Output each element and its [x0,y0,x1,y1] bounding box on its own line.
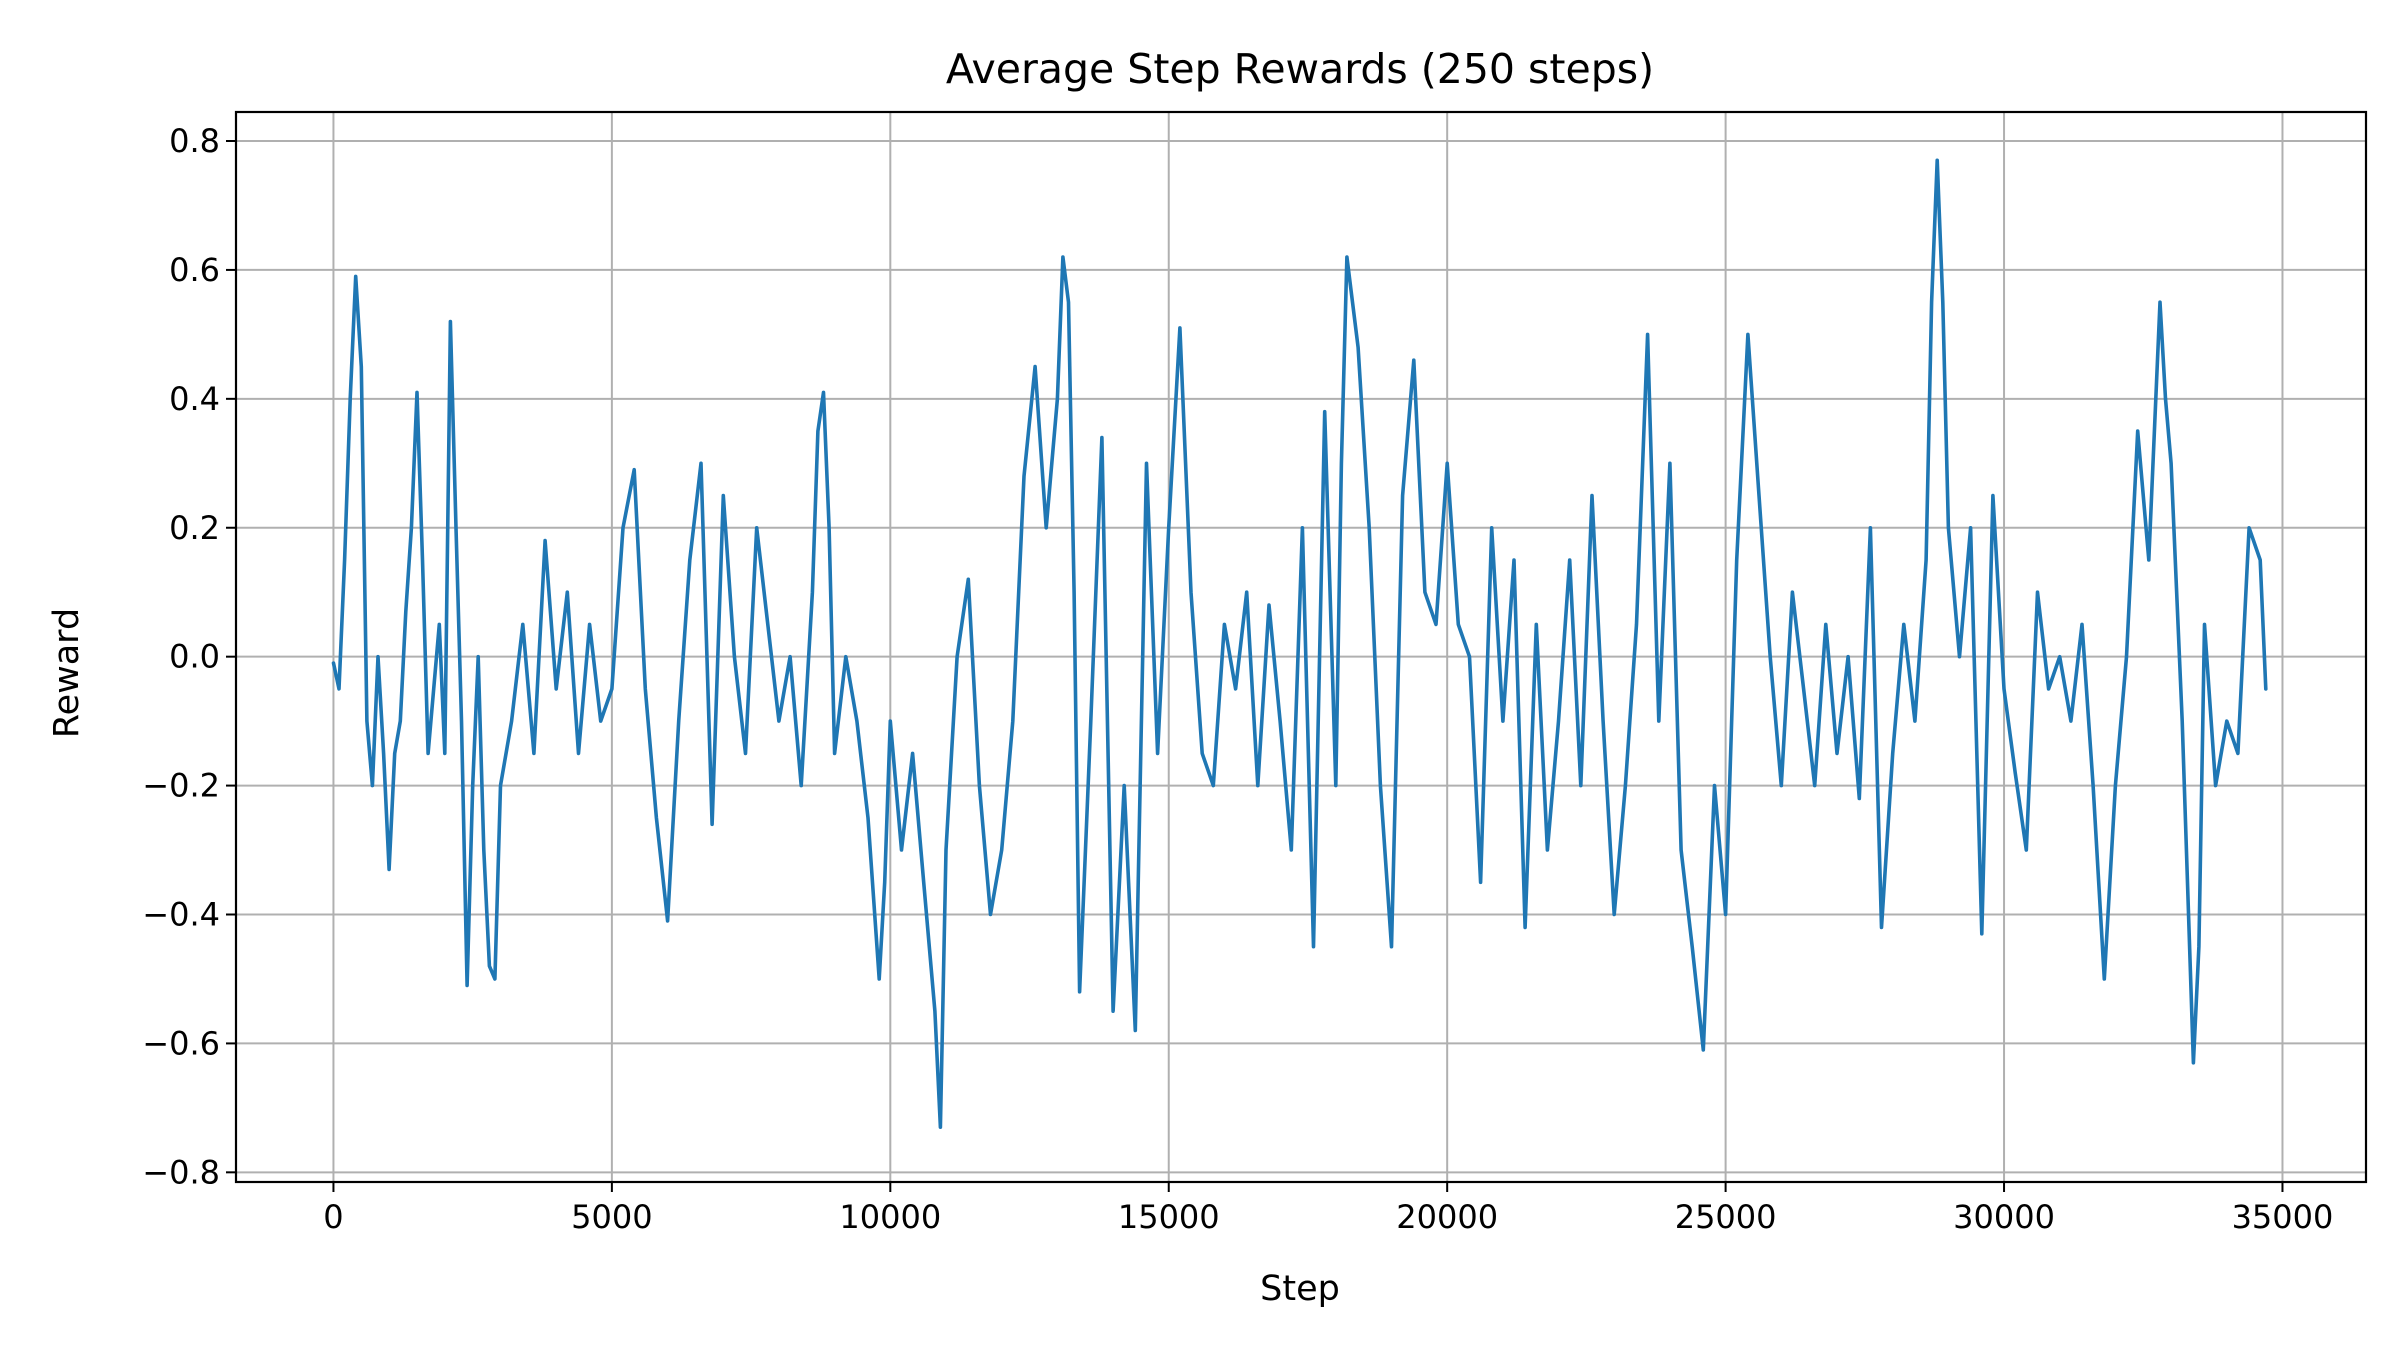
y-tick-label: −0.2 [142,767,220,805]
y-tick-label: 0.2 [169,509,220,547]
x-tick-label: 10000 [839,1198,941,1236]
y-tick-label: −0.4 [142,896,220,934]
y-tick-label: 0.4 [169,380,220,418]
y-tick-label: −0.8 [142,1153,220,1191]
reward-series-line [331,158,2268,1129]
chart-title: Average Step Rewards (250 steps) [946,45,1654,93]
x-axis-label: Step [1260,1269,1340,1309]
x-axis-ticks: 0 5000 10000 15000 20000 25000 30000 35000 [323,1182,2333,1236]
series-layer [331,158,2268,1129]
x-tick-label: 0 [323,1198,343,1236]
y-tick-label: 0.8 [169,122,220,160]
x-tick-label: 5000 [571,1198,652,1236]
y-axis-label: Reward [47,608,87,738]
x-tick-label: 25000 [1675,1198,1777,1236]
y-axis-ticks: −0.8 −0.6 −0.4 −0.2 0.0 0.2 0.4 0.6 0.8 [142,122,236,1191]
x-tick-label: 20000 [1396,1198,1498,1236]
y-tick-label: 0.0 [169,638,220,676]
x-tick-label: 30000 [1953,1198,2055,1236]
x-tick-label: 15000 [1118,1198,1220,1236]
y-tick-label: −0.6 [142,1024,220,1062]
x-tick-label: 35000 [2232,1198,2334,1236]
y-tick-label: 0.6 [169,251,220,289]
grid [236,112,2366,1182]
plot-frame [234,110,2368,1184]
